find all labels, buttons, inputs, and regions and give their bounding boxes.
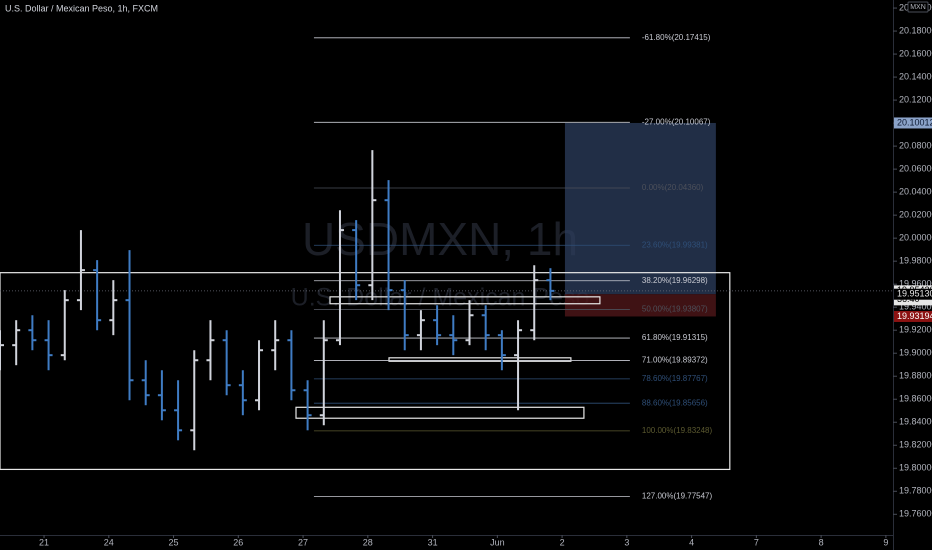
position-target-zone	[564, 122, 716, 295]
x-tick-label: 27	[298, 537, 308, 547]
zone	[0, 272, 731, 471]
zone	[295, 406, 585, 419]
currency-label: MXN	[910, 4, 926, 11]
chart-title: U.S. Dollar / Mexican Peso, 1h, FXCM	[5, 3, 158, 13]
fib-label: 100.00%(19.83248)	[642, 426, 713, 435]
price-tag-label: 20.10012	[897, 117, 932, 127]
y-tick-label: 20.14000	[899, 71, 932, 81]
price-tag	[894, 288, 932, 300]
fib-label: 71.00%(19.89372)	[642, 356, 708, 365]
x-tick-label: 7	[754, 537, 759, 547]
y-tick-label: 20.12000	[899, 94, 932, 104]
zone	[329, 296, 601, 305]
fib-label: 50.00%(19.93807)	[642, 305, 708, 314]
y-tick-label: 19.76000	[899, 509, 932, 519]
watermark-text: USDMXN, 1h	[302, 213, 578, 265]
y-tick-label: 20.16000	[899, 48, 932, 58]
x-tick-label: 24	[104, 537, 114, 547]
fib-label: 23.60%(19.99381)	[642, 240, 708, 249]
y-tick-label: 20.02000	[899, 210, 932, 220]
x-tick-label: Jun	[490, 537, 505, 547]
plot-area: -61.80%(20.17415) -27.00%(20.10067) 0.00%(…	[0, 33, 893, 501]
y-tick-label: 19.94000	[899, 302, 932, 312]
price-axis: 20.2000020.1800020.1600020.1400020.12000…	[893, 1, 932, 519]
zone	[388, 357, 572, 362]
x-tick-label: 8	[819, 537, 824, 547]
y-tick-label: 19.84000	[899, 417, 932, 427]
y-tick-label: 19.90000	[899, 348, 932, 358]
x-tick-label: 26	[233, 537, 243, 547]
fib-label: 127.00%(19.77547)	[642, 492, 713, 501]
y-tick-label: 20.08000	[899, 140, 932, 150]
y-tick-label: 19.92000	[899, 325, 932, 335]
fib-label: 0.00%(20.04360)	[642, 183, 704, 192]
y-tick-label: 20.06000	[899, 164, 932, 174]
fib-label: 38.20%(19.96298)	[642, 276, 708, 285]
x-tick-label: 3	[624, 537, 629, 547]
y-tick-label: 20.18000	[899, 25, 932, 35]
position-stop-zone	[564, 294, 716, 317]
x-tick-label: 25	[169, 537, 179, 547]
y-tick-label: 20.04000	[899, 187, 932, 197]
price-tag-label: 19.93194	[897, 311, 932, 321]
price-tag	[894, 117, 932, 129]
y-tick-label: 19.98000	[899, 256, 932, 266]
fib-label: 88.60%(19.85656)	[642, 398, 708, 407]
y-tick-label: 19.78000	[899, 486, 932, 496]
y-tick-label: 19.82000	[899, 440, 932, 450]
x-tick-label: 31	[428, 537, 438, 547]
price-tag-label: 19.95130	[897, 289, 932, 299]
currency-badge	[907, 1, 929, 13]
x-tick-label: 21	[39, 537, 49, 547]
y-tick-label: 20.00000	[899, 233, 932, 243]
fib-label: -27.00%(20.10067)	[642, 117, 711, 126]
fib-label: 78.60%(19.87767)	[642, 374, 708, 383]
y-tick-label: 19.80000	[899, 463, 932, 473]
x-tick-label: 4	[689, 537, 694, 547]
y-tick-label: 19.86000	[899, 394, 932, 404]
x-tick-label: 28	[363, 537, 373, 547]
fib-label: 61.80%(19.91315)	[642, 333, 708, 342]
x-tick-label: 2	[560, 537, 565, 547]
y-tick-label: 19.88000	[899, 371, 932, 381]
fib-label: -61.80%(20.17415)	[642, 33, 711, 42]
y-tick-label: 19.96000	[899, 279, 932, 289]
price-tag	[894, 310, 932, 322]
watermark-subtitle: U.S. Dollar / Mexican Peso	[291, 284, 590, 312]
x-tick-label: 9	[883, 537, 888, 547]
